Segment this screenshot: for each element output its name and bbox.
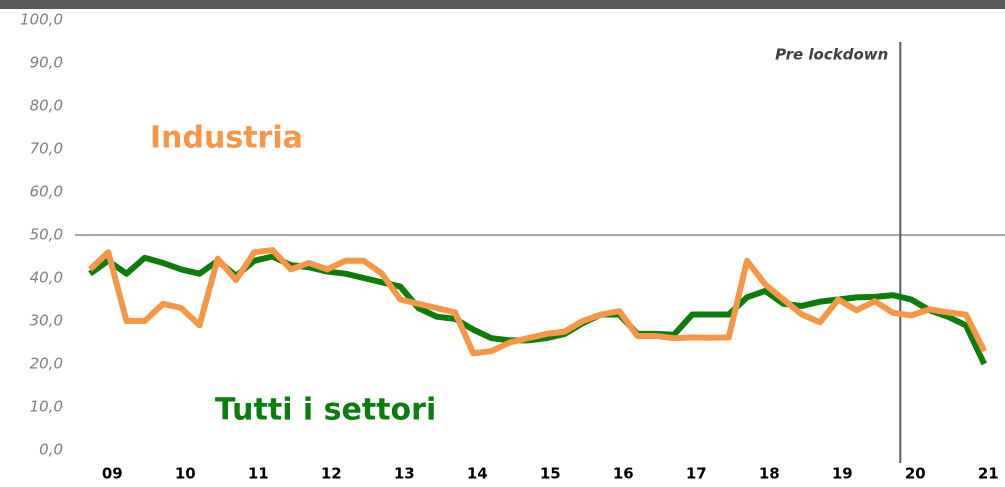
- x-tick-label: 16: [613, 465, 634, 483]
- series-label: Industria: [150, 121, 303, 156]
- y-tick-label: 50,0: [30, 226, 63, 244]
- series-label: Tutti i settori: [215, 393, 436, 428]
- x-tick-label: 20: [905, 465, 926, 483]
- y-tick-label: 30,0: [30, 312, 63, 330]
- header-bar: [0, 0, 1005, 9]
- x-tick-label: 17: [686, 465, 707, 483]
- y-tick-label: 80,0: [30, 97, 63, 115]
- series-line: [87, 247, 987, 357]
- y-tick-label: 70,0: [30, 140, 63, 158]
- y-tick-label: 10,0: [30, 398, 63, 416]
- y-tick-label: 100,0: [20, 11, 63, 29]
- x-tick-label: 14: [467, 465, 488, 483]
- y-tick-label: 90,0: [30, 54, 63, 72]
- x-tick-label: 21: [978, 465, 999, 483]
- x-tick-label: 18: [759, 465, 780, 483]
- series-line: [88, 253, 987, 366]
- x-tick-label: 12: [321, 465, 342, 483]
- x-tick-label: 10: [175, 465, 196, 483]
- x-tick-label: 13: [394, 465, 415, 483]
- x-tick-label: 19: [832, 465, 853, 483]
- y-tick-label: 40,0: [30, 269, 63, 287]
- x-tick-label: 15: [540, 465, 561, 483]
- y-tick-label: 20,0: [30, 355, 63, 373]
- y-tick-label: 0,0: [39, 441, 63, 459]
- x-tick-label: 11: [248, 465, 269, 483]
- annotation-text: Pre lockdown: [775, 46, 888, 64]
- x-tick-label: 09: [102, 465, 123, 483]
- y-tick-label: 60,0: [30, 183, 63, 201]
